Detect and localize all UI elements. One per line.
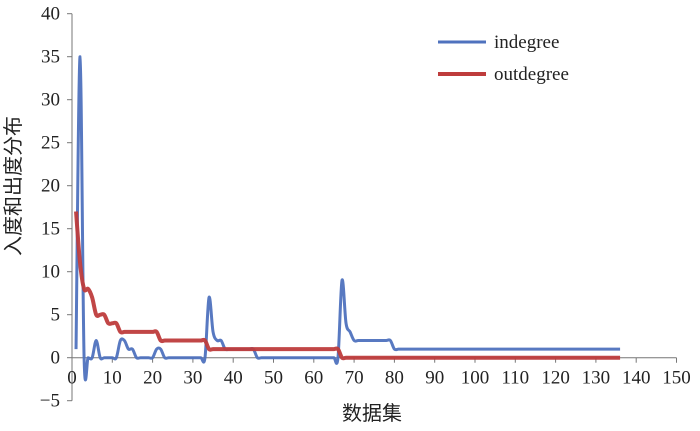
x-tick-label: 60 bbox=[304, 368, 323, 389]
x-tick-label: 90 bbox=[425, 368, 444, 389]
x-tick-label: 70 bbox=[345, 368, 364, 389]
legend-label-indegree: indegree bbox=[494, 32, 559, 53]
x-tick-label: 40 bbox=[224, 368, 243, 389]
legend-label-outdegree: outdegree bbox=[494, 64, 569, 85]
legend: indegree outdegree bbox=[438, 32, 569, 85]
x-tick-label: 30 bbox=[183, 368, 202, 389]
x-axis-label: 数据集 bbox=[342, 402, 402, 425]
series-line-outdegree bbox=[74, 211, 621, 361]
x-tick-label: 0 bbox=[67, 368, 77, 389]
y-tick-label: 5 bbox=[51, 305, 61, 326]
y-tick-label: 35 bbox=[41, 47, 60, 68]
series-line-indegree bbox=[74, 55, 621, 382]
x-tick-label: 80 bbox=[385, 368, 404, 389]
x-tick-label: 140 bbox=[622, 368, 651, 389]
y-tick-label: 15 bbox=[41, 219, 60, 240]
axes: −5 0 5 10 15 20 25 30 35 40 0 10 20 30 40 50 60 70 80 90 100… bbox=[40, 4, 691, 412]
y-tick-label: −5 bbox=[40, 391, 60, 412]
x-tick-label: 110 bbox=[501, 368, 529, 389]
x-tick-label: 120 bbox=[541, 368, 570, 389]
x-tick-label: 100 bbox=[461, 368, 490, 389]
x-tick-label: 130 bbox=[582, 368, 611, 389]
y-tick-label: 0 bbox=[51, 348, 61, 369]
y-tick-label: 10 bbox=[41, 262, 60, 283]
y-axis-label: 入度和出度分布 bbox=[2, 116, 25, 256]
x-tick-label: 20 bbox=[143, 368, 162, 389]
y-tick-label: 20 bbox=[41, 176, 60, 197]
series-group bbox=[74, 55, 621, 382]
x-tick-label: 10 bbox=[103, 368, 122, 389]
y-tick-label: 30 bbox=[41, 90, 60, 111]
x-tick-label: 150 bbox=[662, 368, 691, 389]
x-tick-label: 50 bbox=[264, 368, 283, 389]
y-tick-label: 25 bbox=[41, 133, 60, 154]
y-tick-label: 40 bbox=[41, 4, 60, 25]
